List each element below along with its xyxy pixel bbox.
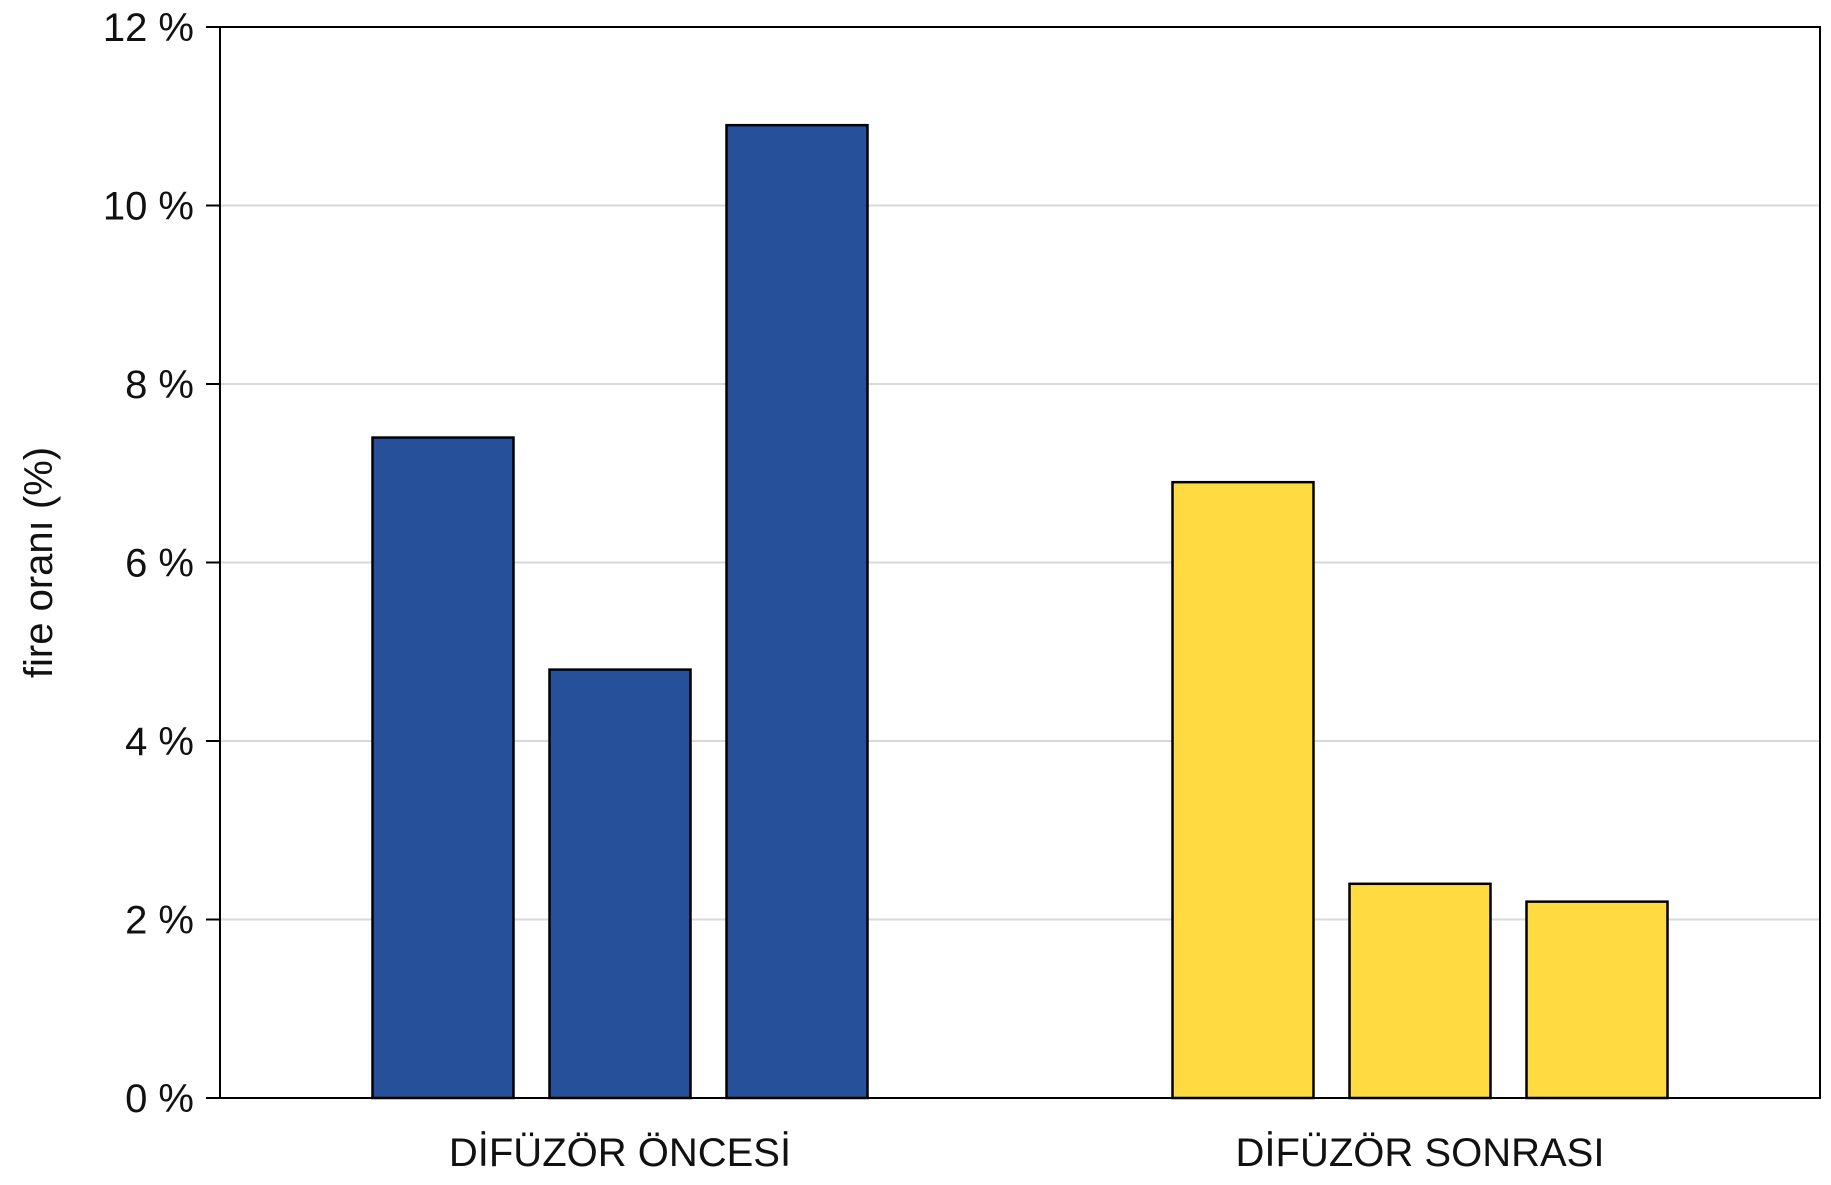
x-category-label: DİFÜZÖR SONRASI [1236, 1130, 1605, 1175]
bar-1-3 [725, 123, 869, 1100]
y-tick-label: 8 % [125, 363, 194, 407]
bar-2-3 [1525, 900, 1669, 1100]
y-axis-title: fire oranı (%) [17, 447, 61, 678]
x-axis-categories: DİFÜZÖR ÖNCESİ DİFÜZÖR SONRASI [449, 1130, 1605, 1175]
y-tick-label: 10 % [103, 185, 194, 229]
bar-2-2 [1348, 882, 1492, 1100]
bar-1-1 [371, 436, 515, 1100]
bar-2-1 [1171, 480, 1315, 1100]
x-category-label: DİFÜZÖR ÖNCESİ [449, 1130, 791, 1175]
y-tick-label: 0 % [125, 1077, 194, 1121]
bars [371, 123, 1669, 1100]
y-axis-ticks: 0 % 2 % 4 % 6 % 8 % 10 % 12 % [103, 6, 220, 1121]
y-tick-label: 6 % [125, 542, 194, 586]
bar-1-2 [548, 668, 692, 1100]
y-tick-label: 2 % [125, 899, 194, 943]
y-tick-label: 4 % [125, 720, 194, 764]
y-tick-label: 12 % [103, 6, 194, 50]
